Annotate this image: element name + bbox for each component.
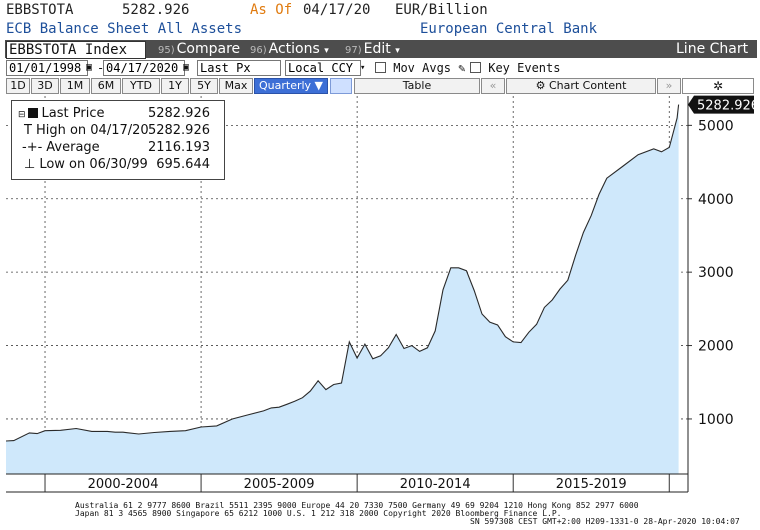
footer-line-3: SN 597308 CEST GMT+2:00 H209-1331-0 28-A… xyxy=(470,517,740,526)
caret-down-icon: ▾ xyxy=(324,46,329,56)
actions-label: Actions xyxy=(268,41,320,57)
range-max-button[interactable]: Max xyxy=(219,78,253,94)
range-1m-button[interactable]: 1M xyxy=(60,78,90,94)
range-6m-button[interactable]: 6M xyxy=(91,78,121,94)
double-chevron-right-icon[interactable]: » xyxy=(657,78,681,94)
legend-high-value: 5282.926 xyxy=(147,123,210,138)
range-1y-button[interactable]: 1Y xyxy=(161,78,189,94)
pencil-icon: ✎ xyxy=(458,61,466,75)
legend-high: T High on 04/17/20 5282.926 xyxy=(18,122,216,139)
axis-layer: 1000 2000 3000 4000 5000 2000-2004 2005-2009 20… xyxy=(6,95,759,493)
x-period-label: 2015-2019 xyxy=(556,477,627,492)
y-tick-label: 4000 xyxy=(698,192,734,208)
legend-last-label: Last Price xyxy=(41,106,105,121)
end-date-text: 04/17/2020 xyxy=(106,61,179,75)
security-field[interactable]: EBBSTOTA Index xyxy=(6,41,146,59)
compare-button[interactable]: 95) Compare xyxy=(158,40,240,58)
chart-content-button[interactable]: ⚙ Chart Content xyxy=(506,78,656,94)
range-5y-button[interactable]: 5Y xyxy=(190,78,218,94)
field-selector[interactable]: Last Px xyxy=(197,60,281,76)
key-events-checkbox[interactable]: Key Events xyxy=(470,60,560,76)
y-tick-label: 5000 xyxy=(698,118,734,134)
legend-average-label: Average xyxy=(46,140,100,155)
checkbox-icon xyxy=(375,62,386,73)
start-date-text: 01/01/1998 xyxy=(9,61,82,75)
footer-line-2: Japan 81 3 4565 8900 Singapore 65 6212 1… xyxy=(75,509,562,518)
footer-line-1: Australia 61 2 9777 8600 Brazil 5511 239… xyxy=(75,501,639,510)
edit-label: Edit xyxy=(363,41,391,57)
series-line xyxy=(5,104,680,442)
settings-gear-button[interactable]: ✲ xyxy=(682,78,754,94)
currency-text: Local CCY xyxy=(288,61,354,75)
legend-low-value: 695.644 xyxy=(156,157,210,172)
range-1d-button[interactable]: 1D xyxy=(6,78,30,94)
header-last-value: 5282.926 xyxy=(122,2,190,18)
as-of-label: As Of xyxy=(250,2,293,18)
edit-menu[interactable]: 97) Edit ▾ xyxy=(345,40,400,58)
caret-down-icon[interactable]: ▾ xyxy=(360,63,366,73)
collapse-icon: ⊟ xyxy=(18,110,26,120)
key-events-label: Key Events xyxy=(488,61,561,75)
frequency-selector[interactable]: Quarterly ▼ xyxy=(254,78,328,94)
frequency-text: Quarterly xyxy=(258,79,312,92)
table-button[interactable]: Table xyxy=(354,78,480,94)
field-selector-text: Last Px xyxy=(200,61,251,75)
series-area-fill xyxy=(6,104,679,474)
low-marker-icon: ⊥ xyxy=(24,157,36,172)
range-ytd-button[interactable]: YTD xyxy=(122,78,160,94)
calendar-icon[interactable]: ▣ xyxy=(183,62,190,73)
y-tick-label: 2000 xyxy=(698,339,734,355)
triangle-down-icon: ▼ xyxy=(314,79,324,92)
caret-down-icon: ▾ xyxy=(395,46,400,56)
legend-average-value: 2116.193 xyxy=(147,140,210,155)
main-toolbar xyxy=(5,40,757,58)
gear-icon: ✲ xyxy=(712,79,724,93)
frequency-extra-button[interactable] xyxy=(330,78,352,94)
x-period-label: 2005-2009 xyxy=(244,477,315,492)
compare-label: Compare xyxy=(176,41,241,57)
chart-legend[interactable]: ⊟ Last Price 5282.926 T High on 04/17/20 5… xyxy=(11,100,225,180)
edit-number: 97) xyxy=(345,45,362,56)
series-description: ECB Balance Sheet All Assets xyxy=(6,21,243,37)
units-label: EUR/Billion xyxy=(395,2,488,18)
high-marker-icon: T xyxy=(24,123,32,138)
double-chevron-left-icon[interactable]: « xyxy=(481,78,505,94)
x-period-label: 2000-2004 xyxy=(88,477,159,492)
end-date-field[interactable]: 04/17/2020 xyxy=(103,60,185,76)
calendar-icon[interactable]: ▣ xyxy=(86,62,93,73)
last-value-tag-label: 5282.926 xyxy=(697,99,759,114)
as-of-date: 04/17/20 xyxy=(303,2,371,18)
source-label: European Central Bank xyxy=(420,21,598,37)
compare-number: 95) xyxy=(158,45,175,56)
legend-last-value: 5282.926 xyxy=(147,106,210,121)
last-value-tag xyxy=(688,95,754,114)
actions-number: 96) xyxy=(250,45,267,56)
chart-type-label[interactable]: Line Chart xyxy=(676,41,749,57)
chart-content-label: Chart Content xyxy=(548,79,627,92)
legend-low-label: Low on 06/30/99 xyxy=(39,157,148,172)
x-period-label: 2010-2014 xyxy=(400,477,471,492)
legend-low: ⊥ Low on 06/30/99 695.644 xyxy=(18,156,216,173)
start-date-field[interactable]: 01/01/1998 xyxy=(6,60,88,76)
range-3d-button[interactable]: 3D xyxy=(31,78,59,94)
checkbox-icon xyxy=(470,62,481,73)
average-marker-icon: -+- xyxy=(22,140,43,155)
actions-menu[interactable]: 96) Actions ▾ xyxy=(250,40,329,58)
legend-last-price: ⊟ Last Price 5282.926 xyxy=(18,105,216,122)
currency-selector[interactable]: Local CCY xyxy=(285,60,361,76)
gear-brush-icon: ⚙ xyxy=(535,79,546,92)
y-tick-label: 3000 xyxy=(698,265,734,281)
mov-avgs-checkbox[interactable]: Mov Avgs ✎ xyxy=(375,60,466,76)
legend-average: -+- Average 2116.193 xyxy=(18,139,216,156)
ticker-code: EBBSTOTA xyxy=(6,2,74,18)
security-field-text: EBBSTOTA Index xyxy=(9,42,128,58)
date-separator: - xyxy=(97,61,105,75)
black-square-icon xyxy=(27,108,38,118)
mov-avgs-label: Mov Avgs xyxy=(393,61,452,75)
y-tick-label: 1000 xyxy=(698,412,734,428)
legend-high-label: High on 04/17/20 xyxy=(35,123,149,138)
